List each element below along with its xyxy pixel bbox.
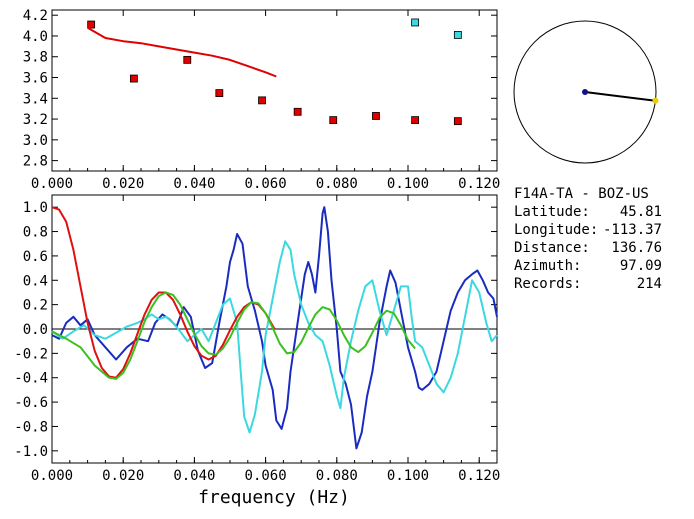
dispersion-y-tick-label: 4.2: [23, 8, 48, 24]
waveform-y-tick-label: 1.0: [23, 200, 48, 216]
dispersion-data-point: [453, 31, 462, 39]
source-dot: [652, 97, 659, 104]
dispersion-data-point: [258, 96, 266, 105]
waveform-y-tick-label: 0.2: [23, 298, 48, 314]
dispersion-y-tick-label: 3.0: [23, 133, 48, 149]
waveform-x-tick-label: 0.120: [458, 468, 500, 484]
dispersion-y-tick-label: 4.0: [23, 29, 48, 45]
waveform-series-line-0: [51, 206, 498, 450]
station-info-value: -113.37: [603, 222, 662, 238]
waveform-plot: 0.000 0.020 0.040 0.060 0.080 0.100 0.120 1.0 0.…: [14, 194, 500, 508]
waveform-series-line-3: [51, 291, 416, 380]
dispersion-plot: 0.000 0.020 0.040 0.060 0.080 0.100 0.120 2.8 3.…: [23, 8, 501, 192]
dispersion-x-tick-label: 0.120: [458, 176, 500, 192]
station-info-lines: Latitude: 45.81 Longitude: -113.37 Distance:…: [514, 204, 662, 292]
dispersion-series-line-2: [87, 26, 277, 78]
waveform-y-tick-label: 0.6: [23, 249, 48, 265]
dispersion-data-point: [453, 117, 462, 126]
station-info-label: Records:: [514, 276, 581, 292]
station-dot: [582, 89, 588, 95]
dispersion-x-tick-label: 0.020: [102, 176, 144, 192]
azimuth-circle: [513, 20, 657, 164]
waveform-x-tick-label: 0.000: [31, 468, 73, 484]
station-info-value: 45.81: [620, 204, 662, 220]
dispersion-x-tick-label: 0.040: [173, 176, 215, 192]
waveform-y-tick-label: 0.4: [23, 273, 48, 289]
waveform-x-tick-label: 0.020: [102, 468, 144, 484]
dispersion-x-tick-label: 0.000: [31, 176, 73, 192]
waveform-y-tick-label: -0.6: [14, 395, 48, 411]
dispersion-data-point: [411, 116, 420, 125]
station-info-value: 97.09: [620, 258, 662, 274]
dispersion-axis-ticks: 0.000 0.020 0.040 0.060 0.080 0.100 0.120 2.8 3.…: [23, 8, 501, 192]
dispersion-y-tick-label: 3.2: [23, 112, 48, 128]
station-info: F14A-TA - BOZ-US Latitude: 45.81 Longitude…: [514, 186, 662, 292]
waveform-y-tick-label: -1.0: [14, 444, 48, 460]
dispersion-y-tick-label: 3.4: [23, 91, 48, 107]
waveform-y-tick-label: 0.0: [23, 322, 48, 338]
azimuth-plot: [513, 20, 659, 164]
waveform-x-tick-label: 0.060: [245, 468, 287, 484]
station-info-label: Distance:: [514, 240, 590, 256]
waveform-x-tick-label: 0.100: [387, 468, 429, 484]
dispersion-data-point: [411, 18, 420, 27]
dispersion-y-tick-label: 3.6: [23, 71, 48, 87]
dispersion-data-point: [129, 74, 138, 83]
waveform-series-line-1: [51, 240, 498, 434]
waveform-x-tick-label: 0.040: [173, 468, 215, 484]
station-info-value: 136.76: [611, 240, 662, 256]
dispersion-data-point: [329, 116, 338, 125]
station-info-label: Azimuth:: [514, 258, 581, 274]
dispersion-y-tick-label: 3.8: [23, 50, 48, 66]
dispersion-data-point: [372, 112, 380, 120]
dispersion-plot-frame: [51, 9, 498, 172]
waveform-series-line-2: [51, 206, 276, 379]
station-info-label: Longitude:: [514, 222, 598, 238]
station-info-value: 214: [637, 276, 662, 292]
waveform-y-tick-label: 0.8: [23, 225, 48, 241]
dispersion-x-tick-label: 0.100: [387, 176, 429, 192]
dispersion-data-point: [215, 89, 224, 97]
waveform-y-tick-label: -0.4: [14, 371, 48, 387]
dispersion-data-point: [293, 107, 302, 116]
dispersion-data-point: [87, 20, 96, 29]
waveform-y-tick-label: -0.8: [14, 419, 48, 435]
x-axis-label: frequency (Hz): [198, 487, 350, 508]
waveform-x-tick-label: 0.080: [316, 468, 358, 484]
waveform-series: [51, 206, 498, 450]
station-title: F14A-TA - BOZ-US: [514, 186, 649, 202]
waveform-axis-ticks: 0.000 0.020 0.040 0.060 0.080 0.100 0.120 1.0 0.…: [14, 195, 500, 484]
azimuth-line: [584, 91, 656, 102]
dispersion-x-tick-label: 0.080: [316, 176, 358, 192]
dispersion-data-point: [183, 55, 192, 64]
dispersion-x-tick-label: 0.060: [245, 176, 287, 192]
dispersion-series: [87, 18, 462, 126]
dispersion-y-tick-label: 2.8: [23, 154, 48, 170]
waveform-y-tick-label: -0.2: [14, 346, 48, 362]
station-info-label: Latitude:: [514, 204, 590, 220]
